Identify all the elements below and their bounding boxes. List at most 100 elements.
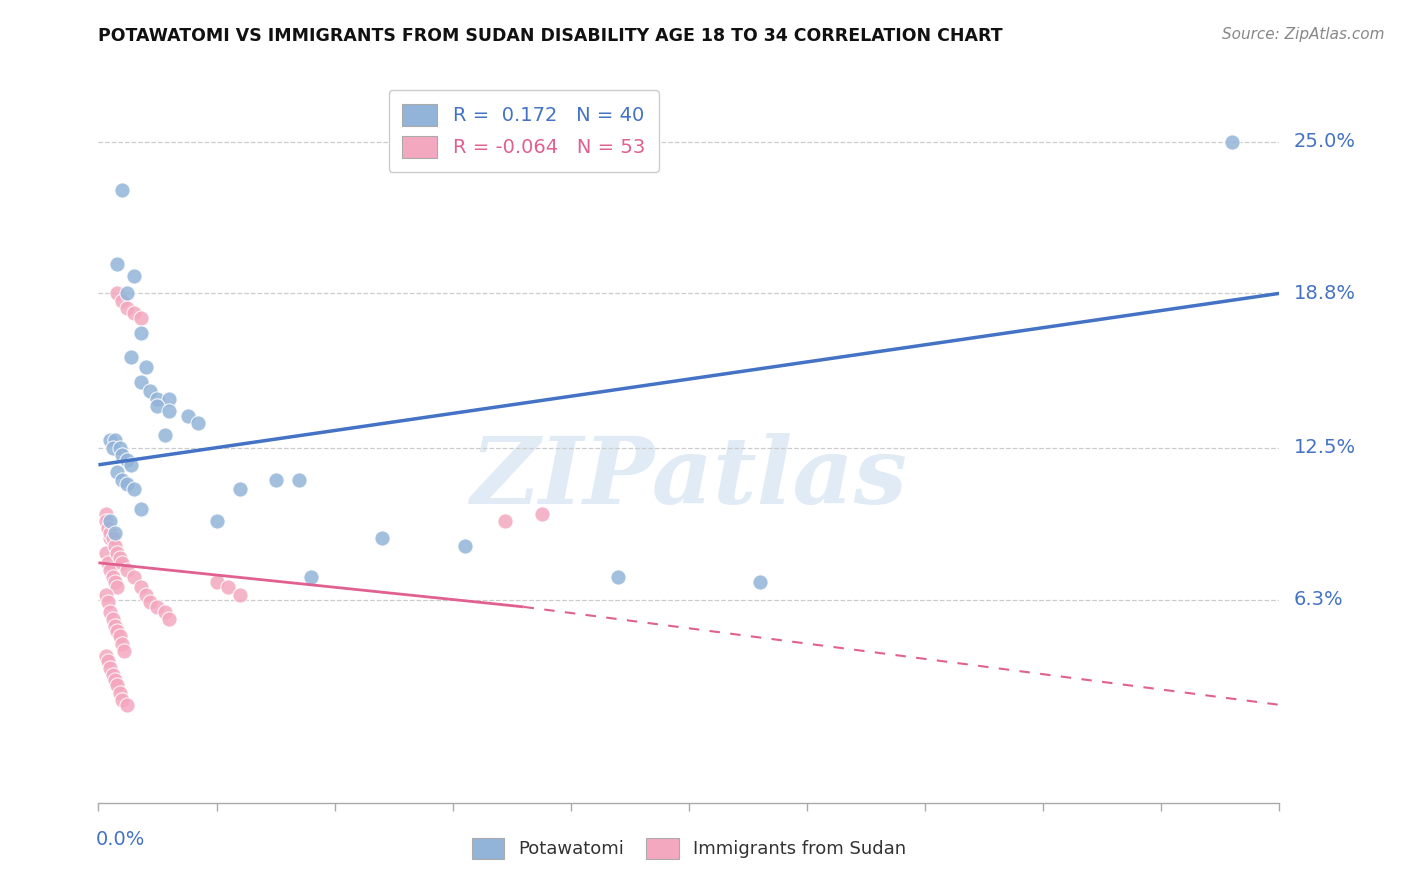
Point [494, 514, 516, 528]
Point [748, 575, 770, 590]
Point [101, 570, 124, 584]
Point [97, 556, 120, 570]
Text: Source: ZipAtlas.com: Source: ZipAtlas.com [1222, 27, 1385, 42]
Point [105, 257, 128, 271]
Point [1220, 135, 1243, 149]
Point [229, 588, 252, 602]
Point [98, 605, 121, 619]
Point [105, 678, 128, 692]
Point [205, 575, 228, 590]
Point [104, 434, 127, 448]
Point [104, 539, 127, 553]
Point [94, 507, 117, 521]
Point [146, 399, 169, 413]
Text: ZIPatlas: ZIPatlas [471, 433, 907, 523]
Legend: Potawatomi, Immigrants from Sudan: Potawatomi, Immigrants from Sudan [464, 830, 914, 866]
Text: 0.0%: 0.0% [96, 830, 145, 849]
Point [122, 269, 145, 284]
Point [531, 507, 554, 521]
Point [111, 556, 134, 570]
Point [299, 570, 322, 584]
Point [97, 595, 120, 609]
Text: 12.5%: 12.5% [1294, 438, 1355, 458]
Point [122, 483, 145, 497]
Point [104, 575, 127, 590]
Point [115, 453, 138, 467]
Point [453, 539, 475, 553]
Point [111, 693, 134, 707]
Point [264, 473, 287, 487]
Point [108, 550, 131, 565]
Point [101, 531, 124, 545]
Point [101, 612, 124, 626]
Point [177, 409, 200, 423]
Point [94, 514, 117, 528]
Point [129, 375, 152, 389]
Point [115, 698, 138, 712]
Point [111, 448, 134, 462]
Point [115, 563, 138, 577]
Point [105, 465, 128, 479]
Point [187, 416, 209, 430]
Text: 18.8%: 18.8% [1294, 284, 1355, 303]
Text: 6.3%: 6.3% [1294, 590, 1343, 609]
Text: POTAWATOMI VS IMMIGRANTS FROM SUDAN DISABILITY AGE 18 TO 34 CORRELATION CHART: POTAWATOMI VS IMMIGRANTS FROM SUDAN DISA… [98, 27, 1002, 45]
Point [108, 441, 131, 455]
Point [371, 531, 394, 545]
Point [108, 629, 131, 643]
Point [607, 570, 630, 584]
Point [129, 580, 152, 594]
Point [146, 392, 169, 406]
Point [98, 563, 121, 577]
Point [111, 473, 134, 487]
Point [111, 637, 134, 651]
Point [101, 441, 124, 455]
Point [153, 428, 176, 442]
Point [97, 521, 120, 535]
Point [111, 184, 134, 198]
Point [129, 502, 152, 516]
Point [98, 514, 121, 528]
Point [105, 286, 128, 301]
Point [129, 326, 152, 340]
Point [135, 588, 157, 602]
Point [105, 580, 128, 594]
Point [115, 301, 138, 315]
Point [101, 668, 124, 682]
Point [115, 286, 138, 301]
Point [104, 619, 127, 633]
Point [105, 624, 128, 639]
Point [288, 473, 311, 487]
Point [97, 654, 120, 668]
Point [217, 580, 239, 594]
Point [98, 531, 121, 545]
Point [153, 605, 176, 619]
Point [115, 477, 138, 491]
Point [146, 599, 169, 614]
Point [229, 483, 252, 497]
Point [98, 661, 121, 675]
Point [121, 350, 143, 364]
Point [111, 293, 134, 308]
Point [129, 310, 152, 325]
Point [122, 306, 145, 320]
Point [157, 392, 180, 406]
Point [108, 685, 131, 699]
Point [94, 588, 117, 602]
Point [135, 359, 157, 374]
Point [139, 384, 162, 399]
Point [157, 404, 180, 418]
Point [104, 526, 127, 541]
Point [97, 521, 120, 535]
Point [121, 458, 143, 472]
Text: 25.0%: 25.0% [1294, 132, 1355, 151]
Point [94, 546, 117, 560]
Point [122, 570, 145, 584]
Point [112, 644, 135, 658]
Point [105, 546, 128, 560]
Point [98, 434, 121, 448]
Point [104, 673, 127, 688]
Point [98, 526, 121, 541]
Point [157, 612, 180, 626]
Point [205, 514, 228, 528]
